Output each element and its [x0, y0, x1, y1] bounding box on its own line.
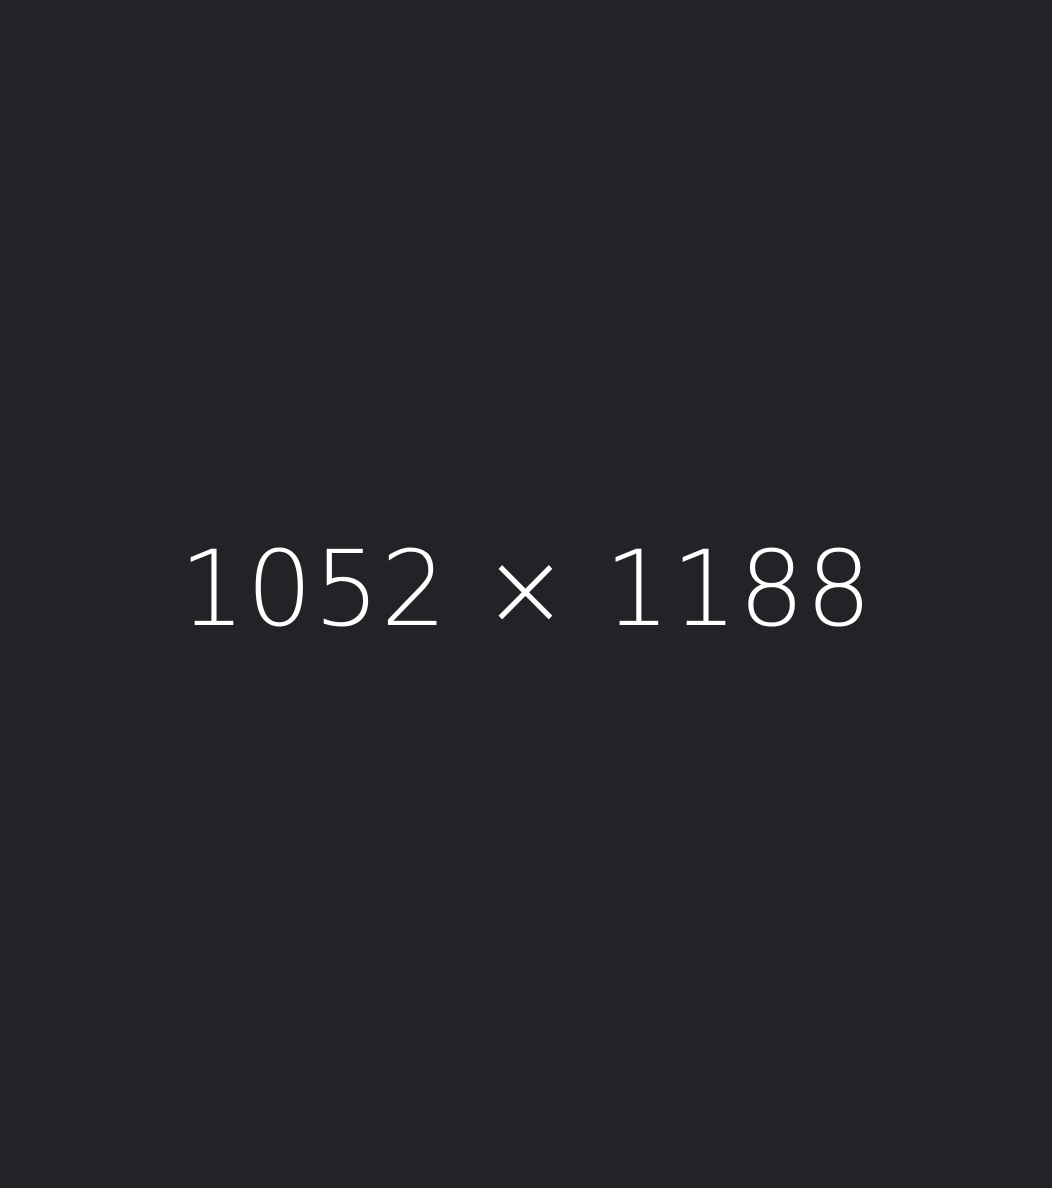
dimension-label: 1052 × 1188: [179, 528, 873, 650]
